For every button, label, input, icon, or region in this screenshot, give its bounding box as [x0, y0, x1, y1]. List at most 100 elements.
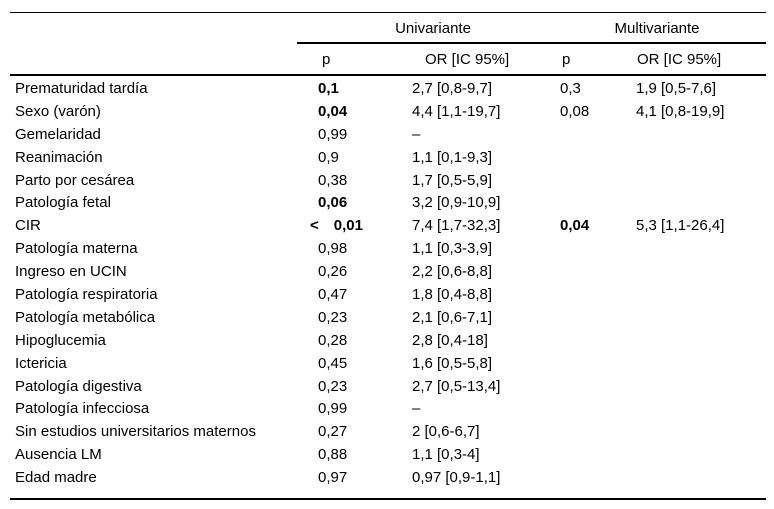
univariante-or-value: 4,4 [1,1-19,7]: [412, 102, 501, 120]
table-row: Ingreso en UCIN 0,26 2,2 [0,6-8,8]: [10, 261, 766, 284]
table-row: Patología infecciosa 0,99 –: [10, 398, 766, 421]
group-header-row: Univariante Multivariante: [10, 13, 766, 44]
row-label: Patología respiratoria: [15, 286, 158, 304]
multivariante-p-value: [560, 330, 635, 353]
multivariante-p-value: [560, 261, 635, 284]
univariante-or-value: 7,4 [1,7-32,3]: [412, 217, 501, 235]
table-row: Patología digestiva 0,23 2,7 [0,5-13,4]: [10, 376, 766, 399]
row-label: Edad madre: [15, 469, 97, 487]
multivariante-p-value: [560, 284, 635, 307]
table-row: Prematuridad tardía 0,1 2,7 [0,8-9,7] 0,…: [10, 78, 766, 101]
univariante-p-value: 0,99: [318, 125, 348, 143]
multivariante-or-value: [635, 353, 766, 376]
multivariante-or-value: 1,9 [0,5-7,6]: [636, 80, 717, 97]
univariante-p-value: 0,45: [318, 354, 348, 372]
univariante-p-value: 0,97: [318, 469, 348, 487]
table-row: Patología respiratoria 0,47 1,8 [0,4-8,8…: [10, 284, 766, 307]
univariante-or-value: 0,97 [0,9-1,1]: [412, 469, 501, 487]
group-header-underline: Univariante Multivariante: [297, 13, 766, 44]
univariante-p-value: 0,99: [318, 400, 348, 418]
row-label: Hipoglucemia: [15, 331, 106, 349]
table-row: Sexo (varón) 0,04 4,4 [1,1-19,7] 0,08 4,…: [10, 101, 766, 124]
row-label: CIR: [15, 217, 41, 235]
univariante-or-value: 1,1 [0,1-9,3]: [412, 148, 493, 166]
multivariante-p-value: [560, 444, 635, 467]
multivariante-p-value: 0,04: [560, 217, 590, 235]
multivariante-or-value: [635, 444, 766, 467]
univariante-or-value: 2,2 [0,6-8,8]: [412, 263, 493, 281]
multivariante-p-value: [560, 192, 635, 215]
multivariante-p-value: [560, 353, 635, 376]
univariante-p-value: 0,47: [318, 286, 348, 304]
univariante-or-value: 1,1 [0,3-3,9]: [412, 240, 493, 258]
multivariante-p-value: 0,3: [560, 80, 581, 97]
multivariante-or-value: [635, 330, 766, 353]
table-row: Parto por cesárea 0,38 1,7 [0,5-5,9]: [10, 170, 766, 193]
multivariante-p-value: [560, 307, 635, 330]
multivariante-p-value: [560, 170, 635, 193]
univariante-or-value: 1,8 [0,4-8,8]: [412, 286, 493, 304]
row-label: Sexo (varón): [15, 102, 101, 120]
table-row: Hipoglucemia 0,28 2,8 [0,4-18]: [10, 330, 766, 353]
multivariante-or-value: [635, 261, 766, 284]
univariante-or-value: –: [412, 125, 421, 143]
multivariante-or-value: 5,3 [1,1-26,4]: [636, 217, 725, 235]
row-label: Sin estudios universitarios maternos: [15, 423, 256, 441]
multivariante-p-value: [560, 398, 635, 421]
row-label: Gemelaridad: [15, 125, 101, 143]
multivariante-p-value: 0,08: [560, 102, 590, 120]
univariante-or-value: 2,7 [0,5-13,4]: [412, 377, 501, 395]
univariante-p-value: 0,06: [318, 194, 348, 212]
multivariante-or-value: [635, 421, 766, 444]
multivariante-p-value: [560, 238, 635, 261]
univariante-p-value: 0,88: [318, 446, 348, 464]
column-header-variable: [10, 44, 318, 76]
row-label: Patología infecciosa: [15, 400, 150, 418]
table-row: CIR < 0,01 7,4 [1,7-32,3] 0,04 5,3 [1,1-…: [10, 215, 766, 238]
univariante-p-value: 0,26: [318, 263, 348, 281]
table-row: Patología materna 0,98 1,1 [0,3-3,9]: [10, 238, 766, 261]
multivariante-or-value: [635, 398, 766, 421]
row-label: Patología materna: [15, 240, 138, 258]
univariante-p-value: < 0,01: [310, 217, 363, 235]
univariante-or-value: 1,1 [0,3-4]: [412, 446, 480, 464]
univariante-p-value: 0,28: [318, 331, 348, 349]
univariante-or-value: 1,6 [0,5-5,8]: [412, 354, 493, 372]
univariante-or-value: 3,2 [0,9-10,9]: [412, 194, 501, 212]
multivariante-p-value: [560, 376, 635, 399]
univariante-p-value: 0,98: [318, 240, 348, 258]
multivariante-or-value: [635, 170, 766, 193]
multivariante-or-value: [635, 238, 766, 261]
multivariante-or-value: [635, 124, 766, 147]
multivariante-or-value: [635, 307, 766, 330]
group-header-multivariante: Multivariante: [614, 20, 700, 37]
table-row: Ausencia LM 0,88 1,1 [0,3-4]: [10, 444, 766, 467]
multivariante-or-value: [635, 376, 766, 399]
regression-results-table: Univariante Multivariante p OR [IC 95%] …: [10, 12, 766, 501]
row-label: Patología digestiva: [15, 377, 142, 395]
univariante-or-value: 2,8 [0,4-18]: [412, 331, 488, 349]
multivariante-p-value: [560, 467, 635, 490]
multivariante-or-value: [635, 147, 766, 170]
group-header-univariante: Univariante: [395, 20, 471, 37]
row-label: Ingreso en UCIN: [15, 263, 127, 281]
row-label: Parto por cesárea: [15, 171, 135, 189]
multivariante-or-value: [635, 467, 766, 490]
column-header-or-multivariante: OR [IC 95%]: [637, 51, 722, 68]
row-label: Prematuridad tardía: [15, 80, 148, 97]
univariante-p-value: 0,38: [318, 171, 348, 189]
column-header-row: p OR [IC 95%] p OR [IC 95%]: [10, 44, 766, 76]
table-row: Edad madre 0,97 0,97 [0,9-1,1]: [10, 467, 766, 490]
univariante-p-value: 0,04: [318, 102, 348, 120]
column-header-p-univariante: p: [322, 51, 331, 68]
univariante-p-value: 0,23: [318, 308, 348, 326]
row-label: Reanimación: [15, 148, 103, 166]
table-body: Prematuridad tardía 0,1 2,7 [0,8-9,7] 0,…: [10, 76, 766, 501]
multivariante-p-value: [560, 124, 635, 147]
table-row: Ictericia 0,45 1,6 [0,5-5,8]: [10, 353, 766, 376]
table-row: Patología fetal 0,06 3,2 [0,9-10,9]: [10, 192, 766, 215]
table-row: Gemelaridad 0,99 –: [10, 124, 766, 147]
univariante-or-value: 2,1 [0,6-7,1]: [412, 308, 493, 326]
table-row: Patología metabólica 0,23 2,1 [0,6-7,1]: [10, 307, 766, 330]
